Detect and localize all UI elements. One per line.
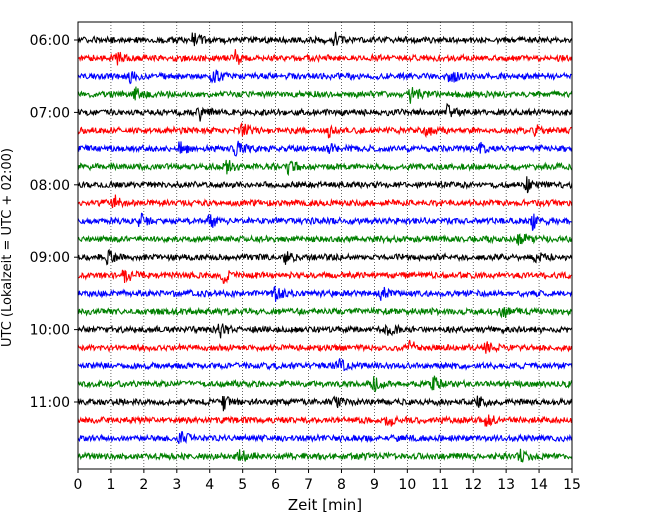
- trace-0615: [77, 49, 573, 66]
- y-axis-label: UTC (Lokalzeit = UTC + 02:00): [0, 148, 15, 347]
- trace-0600: [77, 31, 573, 47]
- x-tick-label: 12: [464, 477, 482, 493]
- trace-1000: [77, 323, 573, 339]
- trace-1015: [77, 339, 573, 354]
- x-tick-label: 2: [139, 477, 148, 493]
- y-tick-label: 11:00: [30, 395, 70, 411]
- x-tick-label: 11: [431, 477, 449, 493]
- seismic-traces: [77, 31, 573, 463]
- x-axis: 0 1 2 3 4 5 6 7 8 9 10 11 12 13 14 15: [74, 469, 581, 493]
- trace-1115: [77, 414, 573, 427]
- y-tick-label: 08:00: [30, 178, 70, 194]
- trace-0715: [77, 121, 573, 139]
- x-tick-label: 10: [398, 477, 416, 493]
- x-axis-label: Zeit [min]: [288, 496, 362, 514]
- y-tick-label: 10:00: [30, 323, 70, 339]
- x-tick-label: 15: [563, 477, 581, 493]
- trace-0900: [77, 248, 573, 266]
- trace-0800: [77, 176, 573, 194]
- y-axis: 06:00 07:00 08:00 09:00 10:00 11:00: [30, 33, 78, 411]
- x-tick-label: 5: [238, 477, 247, 493]
- trace-0930: [77, 285, 573, 302]
- x-tick-label: 7: [304, 477, 313, 493]
- x-tick-label: 9: [370, 477, 379, 493]
- x-tick-label: 6: [271, 477, 280, 493]
- trace-1045: [77, 375, 573, 393]
- x-tick-label: 3: [172, 477, 181, 493]
- x-tick-label: 13: [497, 477, 515, 493]
- trace-1130: [77, 431, 573, 444]
- y-tick-label: 06:00: [30, 33, 70, 49]
- trace-0730: [77, 140, 573, 157]
- trace-1030: [78, 358, 573, 372]
- trace-1100: [77, 395, 573, 412]
- y-tick-label: 09:00: [30, 250, 70, 266]
- trace-0630: [77, 69, 573, 85]
- trace-0745: [77, 159, 573, 177]
- trace-0845: [77, 233, 573, 246]
- trace-0830: [77, 212, 573, 231]
- trace-0815: [77, 194, 573, 209]
- x-tick-label: 0: [74, 477, 83, 493]
- x-tick-label: 1: [106, 477, 115, 493]
- trace-0945: [77, 306, 573, 319]
- trace-0700: [77, 102, 573, 122]
- x-tick-label: 8: [337, 477, 346, 493]
- y-tick-label: 07:00: [30, 105, 70, 121]
- trace-0915: [77, 269, 572, 285]
- x-tick-label: 14: [530, 477, 548, 493]
- plot-frame: [77, 21, 573, 470]
- trace-0645: [77, 86, 573, 104]
- trace-1145: [77, 448, 573, 463]
- x-tick-label: 4: [205, 477, 214, 493]
- grid-lines: [110, 22, 540, 469]
